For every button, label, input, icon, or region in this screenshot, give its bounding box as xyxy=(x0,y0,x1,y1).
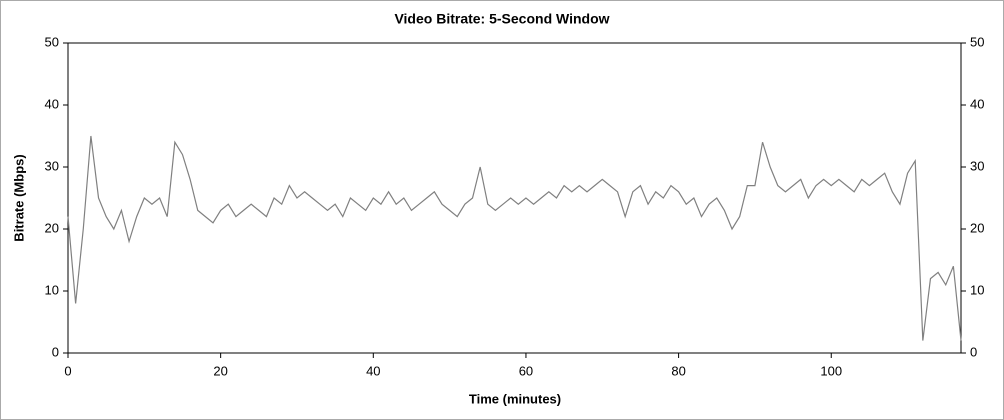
x-tick-label: 0 xyxy=(64,363,71,378)
y-tick-label: 10 xyxy=(45,282,59,297)
y-tick-label-right: 40 xyxy=(970,96,984,111)
y-tick-label-right: 0 xyxy=(970,344,977,359)
plot-frame xyxy=(67,42,962,354)
y-tick-label: 30 xyxy=(45,158,59,173)
y-tick-label: 0 xyxy=(52,344,59,359)
y-tick-label-right: 10 xyxy=(970,282,984,297)
x-tick-label: 20 xyxy=(213,363,227,378)
y-tick-label-right: 50 xyxy=(970,34,984,49)
y-tick-label: 40 xyxy=(45,96,59,111)
x-tick-label: 100 xyxy=(820,363,842,378)
data-line xyxy=(67,135,962,341)
y-tick-label-right: 20 xyxy=(970,220,984,235)
x-tick-label: 80 xyxy=(671,363,685,378)
x-tick-label: 60 xyxy=(519,363,533,378)
x-tick-label: 40 xyxy=(366,363,380,378)
chart-title: Video Bitrate: 5-Second Window xyxy=(394,11,609,27)
y-axis-label: Bitrate (Mbps) xyxy=(11,154,26,241)
y-tick-label: 50 xyxy=(45,34,59,49)
x-axis-label: Time (minutes) xyxy=(469,391,561,406)
y-tick-label-right: 30 xyxy=(970,158,984,173)
y-tick-label: 20 xyxy=(45,220,59,235)
